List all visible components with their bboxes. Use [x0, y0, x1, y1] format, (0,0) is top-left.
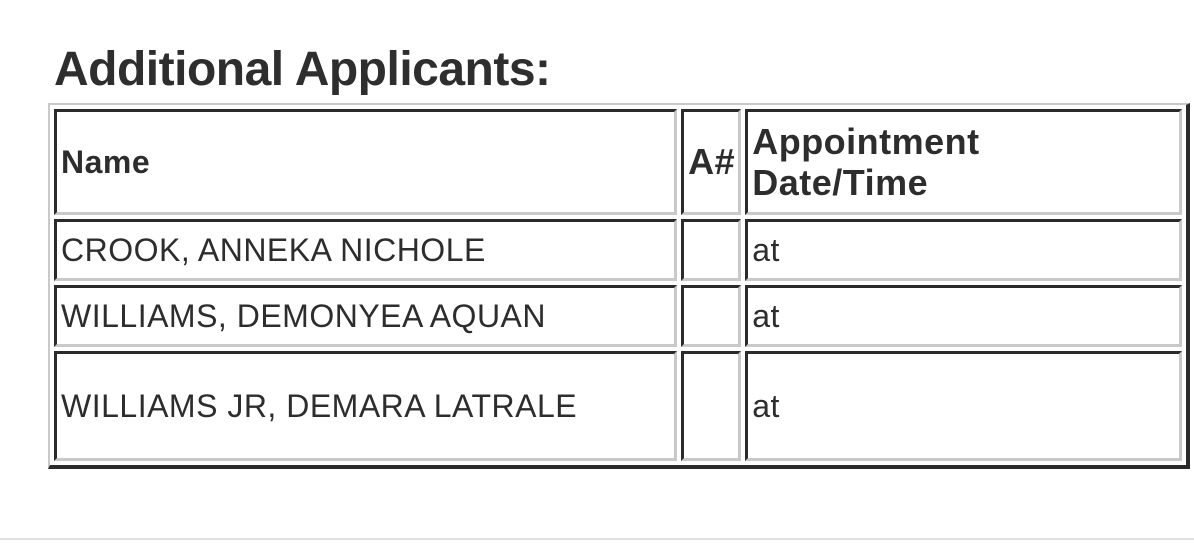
applicant-name: WILLIAMS, DEMONYEA AQUAN — [61, 297, 546, 334]
applicant-name: WILLIAMS JR, DEMARA LATRALE — [61, 387, 578, 424]
column-header-a-number: A# — [681, 109, 742, 215]
a-number-cell — [681, 351, 742, 461]
table-row: WILLIAMS JR, DEMARA LATRALE at — [54, 351, 1182, 461]
table-row: CROOK, ANNEKA NICHOLE at — [54, 219, 1182, 281]
page-title: Additional Applicants: — [54, 43, 551, 96]
appointment-cell: at — [745, 285, 1182, 347]
column-header-label: Name — [61, 143, 151, 180]
applicant-name-cell: WILLIAMS, DEMONYEA AQUAN — [54, 285, 678, 347]
additional-applicants-table: Name A# Appointment Date/Time CROOK, ANN… — [48, 103, 1190, 469]
appointment-value: at — [752, 387, 780, 424]
appointment-cell: at — [745, 219, 1182, 281]
table-row: WILLIAMS, DEMONYEA AQUAN at — [54, 285, 1182, 347]
appointment-value: at — [752, 297, 780, 334]
applicant-name-cell: CROOK, ANNEKA NICHOLE — [54, 219, 678, 281]
applicant-name: CROOK, ANNEKA NICHOLE — [61, 231, 486, 268]
applicant-name-cell: WILLIAMS JR, DEMARA LATRALE — [54, 351, 678, 461]
column-header-label: A# — [688, 140, 736, 182]
a-number-cell — [681, 219, 742, 281]
column-header-name: Name — [54, 109, 678, 215]
appointment-cell: at — [745, 351, 1182, 461]
table-header-row: Name A# Appointment Date/Time — [54, 109, 1182, 215]
appointment-value: at — [752, 231, 780, 268]
a-number-cell — [681, 285, 742, 347]
bottom-divider — [0, 538, 1194, 540]
column-header-appointment-datetime: Appointment Date/Time — [745, 109, 1182, 215]
column-header-label: Appointment Date/Time — [752, 120, 980, 203]
